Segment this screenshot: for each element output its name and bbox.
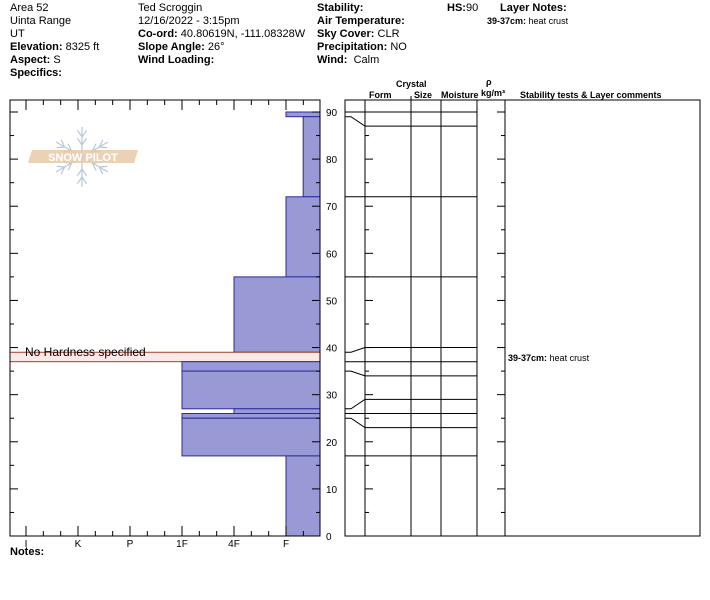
wind: Wind: Calm [317, 54, 380, 66]
depth-tick-label: 0 [326, 532, 332, 543]
layer-boundary-line [345, 417, 477, 429]
header-form: Form [369, 90, 392, 100]
depth-tick-label: 30 [326, 391, 338, 402]
layer-boundary-line [345, 370, 477, 377]
depth-tick-label: 90 [326, 108, 338, 119]
no-hardness-label: No Hardness specified [25, 345, 146, 359]
snow-profile-chart: SNOW PILOT I K P 1F 4F F 0 10 20 30 40 50 60 70 80 90 [9, 96, 701, 550]
site-area: Area 52 [10, 2, 49, 14]
site-range: Uinta Range [10, 15, 72, 27]
hardness-layer-bar [233, 408, 321, 415]
hardness-tick-label: F [283, 539, 289, 550]
hardness-layer-bar [181, 413, 321, 419]
header-moisture: Moisture [441, 90, 479, 100]
hardness-layer-bar [181, 361, 321, 372]
specifics-label: Specifics: [10, 67, 62, 79]
sky-cover: Sky Cover: CLR [317, 28, 400, 40]
hardness-layer-bar [285, 111, 321, 118]
hardness-layer-bar [285, 455, 321, 537]
site-state: UT [10, 28, 25, 40]
snow-height: HS:90 [447, 2, 479, 14]
stability-label: Stability: [317, 2, 364, 14]
layer-note: 39-37cm: heat crust [487, 16, 569, 26]
coordinates: Co-ord: 40.80619N, -111.08328W [138, 28, 306, 40]
depth-tick-label: 20 [326, 438, 338, 449]
hardness-layer-bar [181, 370, 321, 410]
header-comments: Stability tests & Layer comments [520, 90, 662, 100]
depth-tick-label: 60 [326, 249, 338, 260]
layer-boundary-line [345, 398, 477, 410]
precipitation: Precipitation: NO [317, 41, 407, 53]
observation-datetime: 12/16/2022 - 3:15pm [138, 15, 240, 27]
depth-tick-label: 50 [326, 296, 338, 307]
layer-boundary-line [345, 116, 477, 127]
air-temperature-label: Air Temperature: [317, 15, 405, 27]
notes-label: Notes: [10, 546, 45, 558]
slope-angle: Slope Angle: 26° [138, 41, 225, 53]
wind-loading-label: Wind Loading: [138, 54, 215, 66]
hardness-tick-label: P [127, 539, 134, 550]
hardness-tick-label: I [25, 539, 28, 550]
layer-boundary-line [345, 347, 477, 353]
hardness-tick-label: K [75, 539, 82, 550]
aspect: Aspect: S [10, 54, 61, 66]
layer-notes-title: Layer Notes: [500, 2, 567, 14]
elevation: Elevation: 8325 ft [10, 41, 100, 53]
hardness-layer-bar [233, 276, 321, 353]
header-density-unit: kg/m³ [481, 88, 506, 98]
layer-comment: 39-37cm: heat crust [508, 353, 590, 363]
hardness-layer-bar [285, 196, 321, 278]
hardness-layer-bar [302, 116, 321, 198]
depth-tick-label: 70 [326, 202, 338, 213]
hardness-layer-bar [181, 417, 321, 457]
depth-tick-label: 80 [326, 155, 338, 166]
hardness-tick-label: 1F [176, 539, 188, 550]
logo-banner [28, 150, 138, 163]
header-rho: ρ [486, 77, 492, 87]
header-size: Size [414, 90, 433, 100]
observer-name: Ted Scroggin [138, 2, 203, 14]
depth-tick-label: 10 [326, 485, 338, 496]
header-crystal: Crystal [396, 79, 427, 89]
depth-tick-label: 40 [326, 344, 338, 355]
hardness-tick-label: 4F [228, 539, 240, 550]
logo-text: SNOW PILOT [48, 152, 118, 164]
layer-table-frame [344, 99, 701, 537]
